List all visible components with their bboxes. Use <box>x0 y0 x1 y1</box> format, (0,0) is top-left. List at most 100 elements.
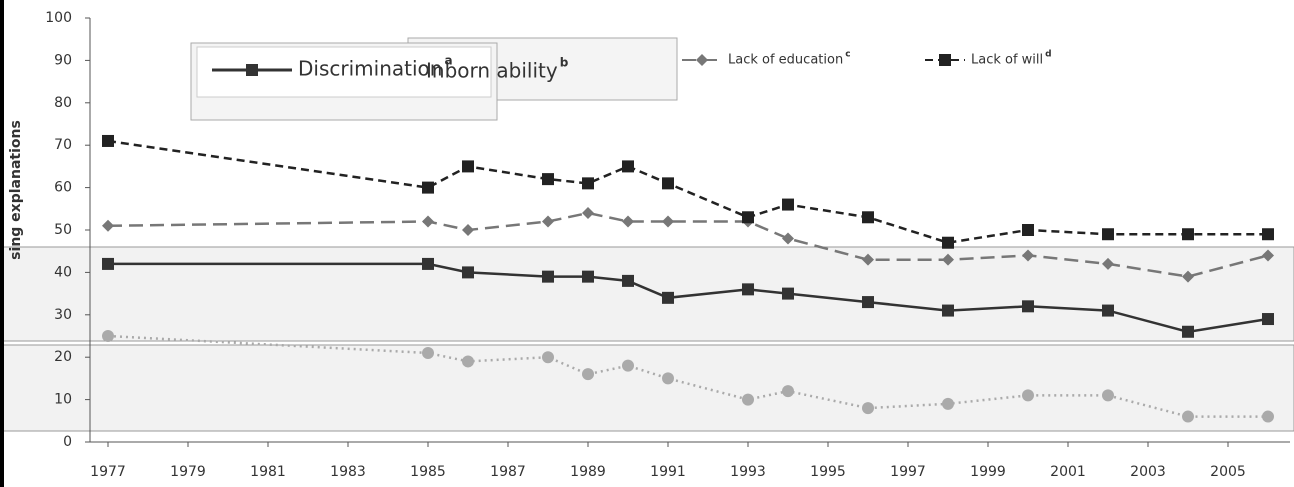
marker <box>1102 228 1114 241</box>
marker <box>102 330 114 342</box>
marker <box>1262 313 1274 326</box>
marker <box>462 160 474 173</box>
y-tick-label: 10 <box>54 392 72 408</box>
marker <box>462 266 474 279</box>
marker <box>1262 249 1274 262</box>
x-tick-label: 1999 <box>970 464 1006 480</box>
marker <box>246 64 258 76</box>
marker <box>1022 300 1034 313</box>
marker <box>542 173 554 186</box>
marker <box>696 54 708 66</box>
marker <box>1182 410 1194 423</box>
y-tick-label: 60 <box>54 180 72 196</box>
x-tick-label: 1983 <box>330 464 366 480</box>
y-tick-label: 0 <box>63 434 72 450</box>
marker <box>782 198 794 211</box>
marker <box>422 346 434 359</box>
marker <box>742 393 754 406</box>
x-tick-label: 1981 <box>250 464 286 480</box>
marker <box>622 215 634 228</box>
marker <box>622 359 634 372</box>
marker <box>742 211 754 224</box>
legend-footnote: b <box>560 56 569 70</box>
marker <box>102 219 114 232</box>
y-tick-label: 30 <box>54 307 72 323</box>
marker <box>1022 224 1034 236</box>
y-tick-label: 90 <box>54 52 72 68</box>
x-tick-label: 2005 <box>1210 464 1246 480</box>
legend-label: Lack of education <box>728 53 843 68</box>
marker <box>942 304 954 317</box>
marker <box>542 215 554 228</box>
x-tick-label: 1993 <box>730 464 766 480</box>
marker <box>422 215 434 228</box>
x-tick-label: 1979 <box>170 464 206 480</box>
marker <box>662 215 674 228</box>
marker <box>782 287 794 300</box>
legend-footnote: c <box>845 50 850 60</box>
marker <box>582 177 594 190</box>
x-tick-label: 1997 <box>890 464 926 480</box>
marker <box>939 54 951 66</box>
marker <box>582 270 594 283</box>
marker <box>862 253 874 266</box>
x-tick-label: 1985 <box>410 464 446 480</box>
legend-label: Lack of will <box>971 53 1043 68</box>
marker <box>622 274 634 287</box>
marker <box>662 372 674 385</box>
marker <box>662 177 674 190</box>
legend-footnote: d <box>1045 50 1051 60</box>
marker <box>1262 228 1274 241</box>
legend-label: Discrimination <box>298 57 442 81</box>
x-tick-label: 2003 <box>1130 464 1166 480</box>
y-tick-label: 40 <box>54 264 72 280</box>
marker <box>942 397 954 410</box>
marker <box>102 134 114 147</box>
marker <box>462 224 474 236</box>
overlay-panel <box>0 246 1294 342</box>
marker <box>622 160 634 173</box>
marker <box>422 257 434 270</box>
marker <box>782 232 794 245</box>
y-tick-label: 50 <box>54 222 72 238</box>
y-tick-label: 70 <box>54 137 72 153</box>
marker <box>862 296 874 309</box>
plot: 0 10 20 30 40 50 60 70 80 90 100 1977 1979 1981 1983 19… <box>45 10 1290 480</box>
legend-label: Inborn ability <box>426 59 558 83</box>
marker <box>1262 410 1274 423</box>
y-tick-label: 20 <box>54 349 72 365</box>
left-edge <box>0 0 4 487</box>
marker <box>782 385 794 398</box>
overlay-panel <box>0 344 1294 432</box>
x-tick-label: 1995 <box>810 464 846 480</box>
legend-footnote: a <box>444 54 452 68</box>
marker <box>542 351 554 364</box>
marker <box>862 211 874 224</box>
marker <box>942 236 954 249</box>
x-tick-label: 1987 <box>490 464 526 480</box>
marker <box>102 257 114 270</box>
x-tick-label: 2001 <box>1050 464 1086 480</box>
marker <box>862 402 874 415</box>
marker <box>1182 270 1194 283</box>
marker <box>582 207 594 220</box>
marker <box>1022 389 1034 402</box>
series-line <box>107 139 1268 244</box>
x-tick-label: 1991 <box>650 464 686 480</box>
marker <box>422 181 434 194</box>
marker <box>662 291 674 304</box>
marker <box>1022 249 1034 262</box>
y-tick-label: 100 <box>45 10 72 26</box>
marker <box>542 270 554 283</box>
marker <box>1102 389 1114 402</box>
marker <box>1102 257 1114 270</box>
marker <box>1182 228 1194 241</box>
marker <box>1182 325 1194 338</box>
marker <box>462 355 474 368</box>
y-tick-label: 80 <box>54 95 72 111</box>
marker <box>582 368 594 381</box>
x-tick-label: 1977 <box>90 464 126 480</box>
y-axis-label: sing explanations <box>8 120 24 260</box>
